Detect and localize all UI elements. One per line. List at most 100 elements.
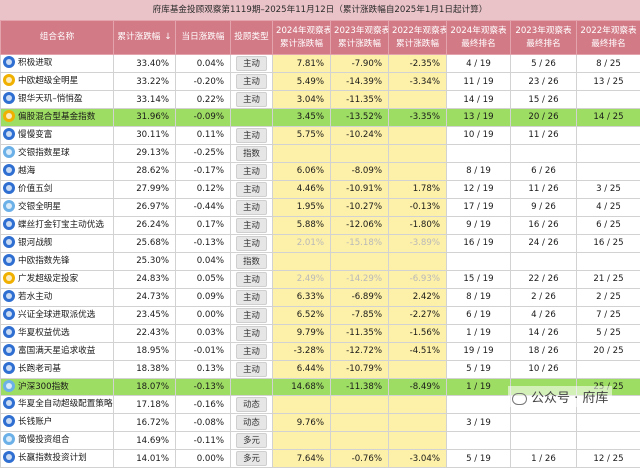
rank-2023: 2 / 26 bbox=[511, 288, 577, 306]
header-2022-cum[interactable]: 2022年观察表累计涨跌幅 bbox=[389, 21, 447, 55]
day-return: -0.08% bbox=[176, 414, 231, 432]
cum-2023: -14.29% bbox=[331, 270, 389, 288]
header-2023-cum[interactable]: 2023年观察表累计涨跌幅 bbox=[331, 21, 389, 55]
header-name[interactable]: 组合名称 bbox=[1, 21, 114, 55]
fund-name-cell[interactable]: 价值五剑 bbox=[1, 180, 114, 198]
type-tag: 主动 bbox=[236, 344, 267, 359]
fund-name-cell[interactable]: 广发超级定投家 bbox=[1, 270, 114, 288]
type-tag: 主动 bbox=[236, 218, 267, 233]
day-return: 0.05% bbox=[176, 270, 231, 288]
cum-2022: -1.56% bbox=[389, 324, 447, 342]
day-return: 0.12% bbox=[176, 180, 231, 198]
fund-name-cell[interactable]: 交银指数星球 bbox=[1, 144, 114, 162]
advisor-type: 多元 bbox=[231, 450, 273, 468]
fund-name-cell[interactable]: 若水主动 bbox=[1, 288, 114, 306]
type-tag: 主动 bbox=[236, 128, 267, 143]
rank-2022: 2 / 25 bbox=[577, 288, 640, 306]
fund-name-cell[interactable]: 积极进取 bbox=[1, 55, 114, 73]
advisor-type bbox=[231, 109, 273, 127]
sort-desc-icon[interactable]: ↓ bbox=[164, 32, 171, 42]
fund-name: 广发超级定投家 bbox=[18, 274, 78, 284]
fund-name-cell[interactable]: 银华天玑–悄悄盈 bbox=[1, 91, 114, 109]
fund-name-cell[interactable]: 长钱账户 bbox=[1, 414, 114, 432]
fund-name-cell[interactable]: 华夏全自动超级配置策略 bbox=[1, 396, 114, 414]
cum-2024: 3.45% bbox=[273, 109, 331, 127]
fund-name-cell[interactable]: 简慢投资组合 bbox=[1, 432, 114, 450]
cum-2024 bbox=[273, 432, 331, 450]
cum-2022: -3.89% bbox=[389, 234, 447, 252]
fund-name-cell[interactable]: 中欧超级全明星 bbox=[1, 73, 114, 91]
rank-2024: 5 / 19 bbox=[447, 450, 511, 468]
fund-name-cell[interactable]: 华夏权益优选 bbox=[1, 324, 114, 342]
day-return: -0.20% bbox=[176, 73, 231, 91]
advisor-type: 主动 bbox=[231, 162, 273, 180]
cum-2022: -6.93% bbox=[389, 270, 447, 288]
cum-return: 14.01% bbox=[114, 450, 176, 468]
fund-name-cell[interactable]: 偏股混合型基金指数 bbox=[1, 109, 114, 127]
cum-return: 23.45% bbox=[114, 306, 176, 324]
cum-2024: 5.49% bbox=[273, 73, 331, 91]
cum-2023 bbox=[331, 144, 389, 162]
fund-name-cell[interactable]: 沪深300指数 bbox=[1, 378, 114, 396]
header-type[interactable]: 投顾类型 bbox=[231, 21, 273, 55]
fund-name-cell[interactable]: 越海 bbox=[1, 162, 114, 180]
cum-2022 bbox=[389, 162, 447, 180]
cum-return: 33.22% bbox=[114, 73, 176, 91]
fund-name-cell[interactable]: 蝶丝打金钉宝主动优选 bbox=[1, 216, 114, 234]
rank-2022 bbox=[577, 252, 640, 270]
cum-2024: 2.01% bbox=[273, 234, 331, 252]
header-2023-rank[interactable]: 2023年观察表最终排名 bbox=[511, 21, 577, 55]
fund-name-cell[interactable]: 交银全明星 bbox=[1, 198, 114, 216]
rank-2023: 4 / 26 bbox=[511, 306, 577, 324]
header-day[interactable]: 当日涨跌幅 bbox=[176, 21, 231, 55]
day-return: 0.03% bbox=[176, 324, 231, 342]
fund-name-cell[interactable]: 银河战舰 bbox=[1, 234, 114, 252]
cum-2024: 9.79% bbox=[273, 324, 331, 342]
header-2024-cum[interactable]: 2024年观察表累计涨跌幅 bbox=[273, 21, 331, 55]
rank-2023: 23 / 26 bbox=[511, 73, 577, 91]
fund-name: 长跑老司基 bbox=[18, 364, 61, 374]
rank-2024: 8 / 19 bbox=[447, 162, 511, 180]
header-cum[interactable]: 累计涨跌幅↓ bbox=[114, 21, 176, 55]
cum-2023: -10.91% bbox=[331, 180, 389, 198]
rank-2022 bbox=[577, 360, 640, 378]
fund-logo-icon bbox=[3, 146, 15, 158]
fund-name-cell[interactable]: 长赢指数投资计划 bbox=[1, 450, 114, 468]
fund-name-cell[interactable]: 兴证全球进取派优选 bbox=[1, 306, 114, 324]
type-tag: 主动 bbox=[236, 362, 267, 377]
header-2024-rank[interactable]: 2024年观察表最终排名 bbox=[447, 21, 511, 55]
type-tag: 主动 bbox=[236, 290, 267, 305]
rank-2023: 15 / 26 bbox=[511, 91, 577, 109]
fund-name-cell[interactable]: 富国满天星追求收益 bbox=[1, 342, 114, 360]
cum-2023: -0.76% bbox=[331, 450, 389, 468]
rank-2023: 22 / 26 bbox=[511, 270, 577, 288]
rank-2022: 3 / 25 bbox=[577, 180, 640, 198]
fund-name-cell[interactable]: 长跑老司基 bbox=[1, 360, 114, 378]
fund-name-cell[interactable]: 慢慢变富 bbox=[1, 126, 114, 144]
header-2022-rank[interactable]: 2022年观察表最终排名 bbox=[577, 21, 640, 55]
fund-name-cell[interactable]: 中欧指数先锋 bbox=[1, 252, 114, 270]
type-tag: 多元 bbox=[236, 451, 267, 466]
type-tag: 主动 bbox=[236, 326, 267, 341]
